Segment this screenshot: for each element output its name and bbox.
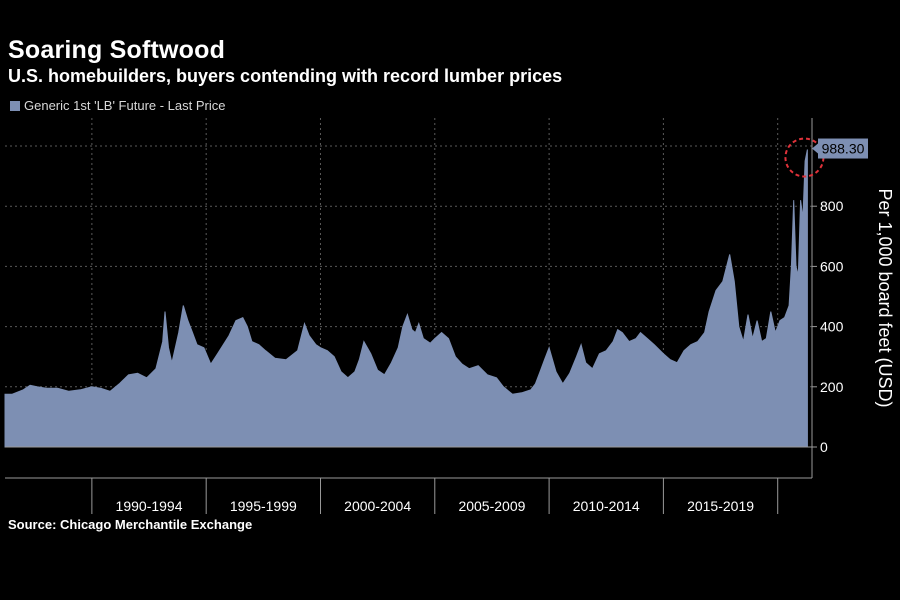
- x-tick-label: 2005-2009: [458, 498, 525, 514]
- x-tick-label: 2000-2004: [344, 498, 411, 514]
- last-value-label: 988.30: [822, 141, 865, 157]
- y-tick-label: 400: [820, 319, 844, 335]
- legend-swatch: [10, 100, 20, 111]
- y-tick-label: 200: [820, 379, 844, 395]
- area-series: [4, 149, 808, 448]
- x-tick-label: 1990-1994: [116, 498, 183, 514]
- last-value-box: [818, 138, 868, 159]
- chart-subtitle: U.S. homebuilders, buyers contending wit…: [8, 66, 563, 86]
- x-tick-label: 1995-1999: [230, 498, 297, 514]
- legend: Generic 1st 'LB' Future - Last Price: [10, 98, 226, 113]
- y-axis-label: Per 1,000 board feet (USD): [875, 188, 895, 407]
- y-tick-label: 800: [820, 198, 844, 214]
- y-tick-label: 0: [820, 439, 828, 455]
- last-value-pointer: [812, 143, 818, 154]
- chart-source: Source: Chicago Merchantile Exchange: [8, 517, 253, 532]
- legend-label: Generic 1st 'LB' Future - Last Price: [24, 98, 226, 113]
- x-tick-label: 2010-2014: [573, 498, 640, 514]
- x-tick-label: 2015-2019: [687, 498, 754, 514]
- y-tick-label: 600: [820, 258, 844, 274]
- chart-title: Soaring Softwood: [8, 36, 226, 64]
